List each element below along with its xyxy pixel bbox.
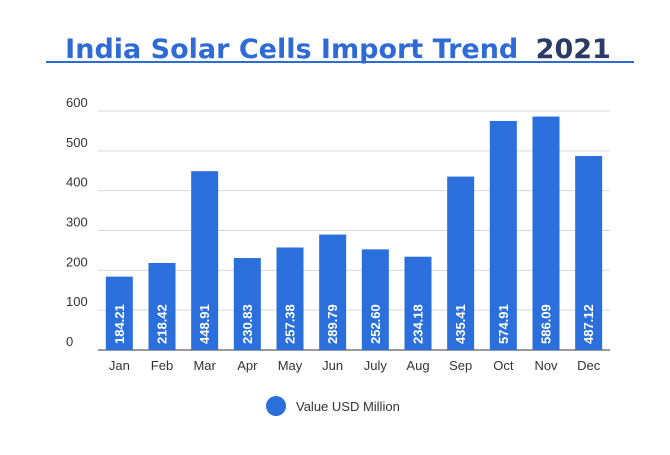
x-tick-label: Dec [577, 358, 601, 373]
bar-data-label: 230.83 [240, 304, 255, 344]
bar[interactable] [361, 249, 389, 350]
chart-title-year: 2021 [536, 34, 611, 65]
x-tick-label: Nov [534, 358, 558, 373]
x-tick-label: Jan [109, 358, 130, 373]
x-tick-label: Apr [237, 358, 258, 373]
bar-data-label: 487.12 [581, 304, 596, 344]
y-tick-label: 600 [66, 95, 88, 110]
y-tick-label: 300 [66, 215, 88, 230]
y-axis: 0 100 200 300 400 500 600 [66, 95, 88, 349]
bar-data-label: 252.60 [368, 304, 383, 344]
legend[interactable]: Value USD Million [266, 396, 400, 416]
x-tick-label: Feb [151, 358, 173, 373]
bar[interactable] [319, 234, 347, 350]
x-tick-label: Jun [322, 358, 343, 373]
y-tick-label: 400 [66, 175, 88, 190]
y-tick-label: 500 [66, 135, 88, 150]
gridlines [98, 110, 610, 351]
chart-title-main: India Solar Cells Import Trend [65, 34, 518, 65]
y-tick-label: 100 [66, 294, 88, 309]
bar[interactable] [575, 155, 603, 350]
legend-swatch [266, 396, 286, 416]
x-tick-label: July [364, 358, 388, 373]
bar[interactable] [447, 176, 475, 350]
bar[interactable] [532, 116, 560, 350]
bar-data-label: 218.42 [155, 304, 170, 344]
x-axis: Jan Feb Mar Apr May Jun July Aug Sep Oct Nov Dec [109, 358, 601, 373]
x-tick-label: May [278, 358, 303, 373]
bar[interactable] [105, 276, 133, 350]
x-tick-label: Oct [493, 358, 514, 373]
x-tick-label: Aug [406, 358, 429, 373]
bar[interactable] [233, 258, 261, 350]
bar[interactable] [404, 256, 432, 350]
bar-data-label: 586.09 [539, 304, 554, 344]
bar-data-label: 234.18 [411, 304, 426, 344]
x-tick-label: Mar [193, 358, 216, 373]
bar-data-label: 448.91 [197, 304, 212, 344]
y-tick-label: 0 [66, 334, 73, 349]
bars: 184.21 218.42 448.91 230.83 257.38 289.79 252.… [105, 116, 603, 350]
bar[interactable] [148, 262, 176, 350]
bar[interactable] [489, 120, 517, 350]
chart-title-group: India Solar Cells Import Trend 2021 [46, 34, 634, 65]
y-tick-label: 200 [66, 254, 88, 269]
bar-data-label: 184.21 [112, 304, 127, 344]
bar[interactable] [276, 247, 304, 350]
legend-label: Value USD Million [296, 399, 400, 414]
bar-data-label: 574.91 [496, 304, 511, 344]
bar-data-label: 257.38 [283, 304, 298, 344]
bar-data-label: 435.41 [453, 304, 468, 344]
chart-title: India Solar Cells Import Trend 2021 [65, 34, 611, 65]
x-tick-label: Sep [449, 358, 472, 373]
bar[interactable] [191, 171, 219, 350]
bar-data-label: 289.79 [325, 304, 340, 344]
